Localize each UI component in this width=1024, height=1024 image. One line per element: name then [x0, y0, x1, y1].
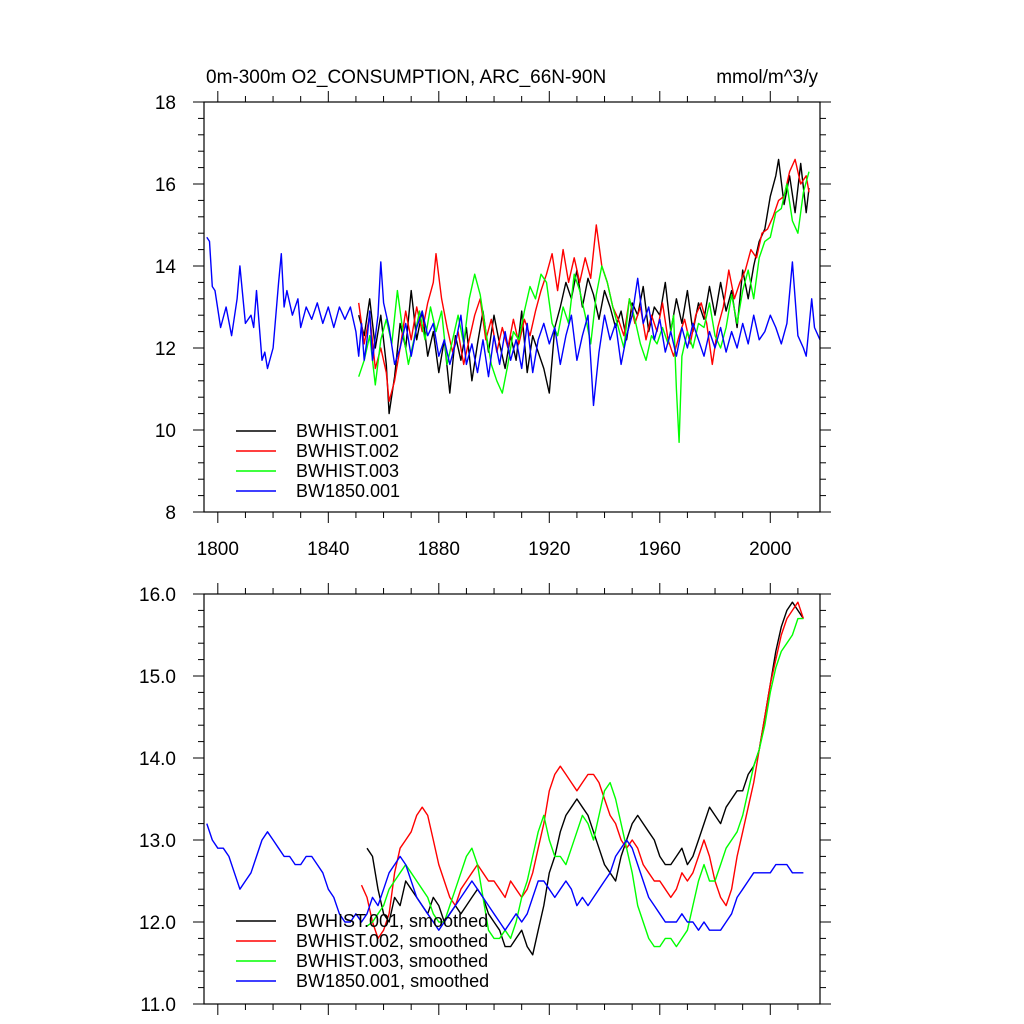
legend-label: BWHIST.002 [296, 441, 399, 461]
series-line-4 [206, 823, 804, 931]
series-line-2 [358, 158, 810, 402]
y-tick-label: 8 [165, 503, 176, 524]
plot-frame [203, 593, 821, 1005]
y-tick-label: 10 [155, 421, 176, 442]
y-tick-label: 15.0 [139, 667, 176, 688]
series-line-4 [206, 236, 821, 407]
x-tick-label: 1880 [418, 539, 460, 560]
y-tick-label: 16 [155, 175, 176, 196]
y-tick-label: 18 [155, 93, 176, 114]
legend-label: BWHIST.001 [296, 421, 399, 441]
y-tick-label: 14 [155, 257, 177, 278]
legend-label: BWHIST.001, smoothed [296, 911, 488, 931]
legend-label: BWHIST.002, smoothed [296, 931, 488, 951]
series-line-3 [366, 617, 804, 948]
top-chart-title: 0m-300m O2_CONSUMPTION, ARC_66N-90N [206, 67, 606, 88]
legend-label: BWHIST.003 [296, 461, 399, 481]
legend-label: BWHIST.003, smoothed [296, 951, 488, 971]
legend-label: BW1850.001, smoothed [296, 971, 489, 991]
x-tick-label: 1960 [639, 539, 681, 560]
y-tick-label: 12.0 [139, 913, 176, 934]
bottom-chart: 11.0 12.0 13.0 14.0 15.0 16.0 BWHIST.001, smoo… [139, 583, 831, 1016]
y-tick-label: 14.0 [139, 749, 176, 770]
plot-frame [203, 101, 821, 513]
x-tick-label: 1840 [307, 539, 349, 560]
x-tick-label: 2000 [749, 539, 791, 560]
series-line-1 [366, 601, 804, 956]
y-tick-label: 16.0 [139, 585, 176, 606]
y-tick-label: 11.0 [140, 995, 176, 1016]
series-line-2 [360, 601, 805, 940]
top-chart-units: mmol/m^3/y [716, 67, 818, 88]
x-tick-label: 1920 [528, 539, 570, 560]
y-tick-label: 13.0 [139, 831, 176, 852]
y-tick-label: 12 [155, 339, 176, 360]
series-line-3 [358, 171, 810, 443]
top-chart: 1800 1840 1880 1920 1960 2000 8 10 12 14 16 18 BWHIS… [155, 91, 831, 560]
x-tick-label: 1800 [197, 539, 239, 560]
legend-label: BW1850.001 [296, 481, 400, 501]
series-line-1 [358, 158, 810, 415]
